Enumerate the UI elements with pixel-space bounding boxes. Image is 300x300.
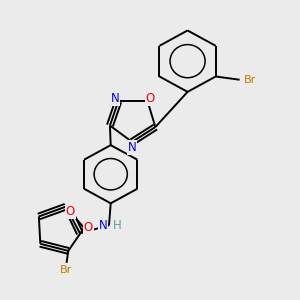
Text: N: N	[110, 92, 119, 105]
Text: Br: Br	[59, 265, 72, 275]
Text: O: O	[146, 92, 155, 105]
Text: Br: Br	[244, 75, 256, 85]
Text: H: H	[113, 219, 122, 232]
Text: N: N	[128, 141, 136, 154]
Text: N: N	[98, 219, 107, 232]
Text: O: O	[83, 221, 93, 234]
Text: O: O	[66, 205, 75, 218]
